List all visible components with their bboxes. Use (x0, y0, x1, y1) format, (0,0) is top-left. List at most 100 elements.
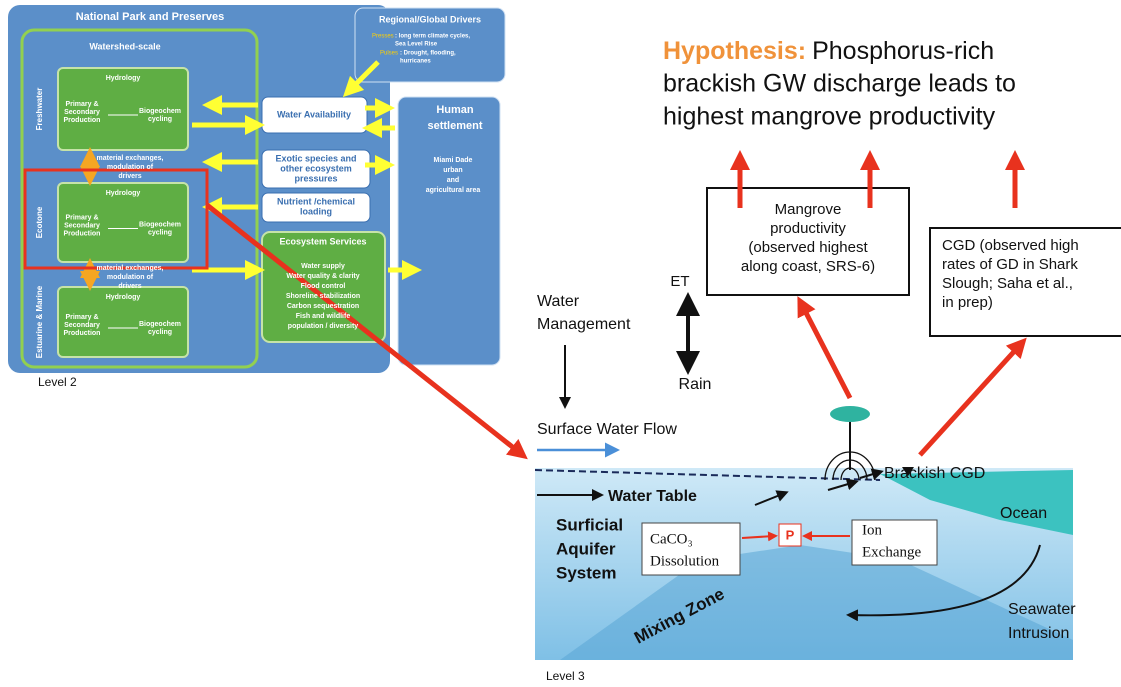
label: Freshwater (35, 88, 44, 131)
label: highest mangrove productivity (663, 103, 996, 131)
label: Carbon sequestration (287, 303, 359, 310)
label: material exchanges, (97, 155, 164, 162)
flow-arrows (537, 345, 1041, 622)
drivers-panel (354, 7, 506, 83)
label: Biogeochem (139, 221, 181, 228)
label: Regional/Global Drivers (379, 14, 481, 24)
cgd-box (929, 227, 1121, 337)
pressure-box (261, 149, 371, 189)
label: Water Availability (277, 109, 351, 119)
label: CGD (observed high (942, 237, 1079, 254)
hypothesis-label: Hypothesis: (663, 37, 806, 65)
label: Ocean (1000, 505, 1047, 522)
label: settlement (427, 120, 482, 132)
label: material exchanges, (97, 265, 164, 272)
label: Production (64, 230, 101, 237)
human-panel (397, 96, 501, 366)
ocean (880, 470, 1073, 535)
label: ET (670, 273, 689, 290)
label: National Park and Preserves (76, 11, 225, 23)
label: Brackish CGD (884, 465, 985, 482)
label: Presses (372, 34, 394, 40)
label: Surface Water Flow (537, 421, 677, 438)
label: P (786, 527, 795, 542)
label: Ion (862, 522, 882, 538)
label: Secondary (64, 322, 100, 329)
ecotone-highlight (23, 168, 209, 270)
label: hurricanes (400, 59, 431, 65)
label: modulation of (107, 274, 154, 281)
label: Sea Level Rise (395, 42, 438, 48)
label: Hydrology (106, 75, 141, 82)
caco3-box (641, 522, 741, 576)
pressure-box (261, 192, 371, 223)
label: urban (443, 167, 462, 174)
label: Flood control (301, 283, 346, 290)
p-arrows (741, 531, 850, 542)
label: Biogeochem (139, 321, 181, 328)
label: population / diversity (288, 323, 359, 330)
ecotone-box (57, 182, 189, 263)
label: Slough; Saha et al., (942, 275, 1073, 292)
p-box (778, 523, 802, 547)
label: Primary & (65, 101, 98, 108)
label: drivers (118, 283, 141, 290)
label: Water supply (301, 263, 345, 270)
label: Shoreline stabilization (286, 293, 360, 300)
tree-canopy (830, 406, 870, 422)
label: Estuarine & Marine (35, 285, 44, 358)
label: in prep) (942, 294, 993, 311)
marine-box (57, 286, 189, 358)
label: Ecosystem Services (279, 236, 366, 246)
label: Secondary (64, 222, 100, 229)
label: Pulses (380, 51, 398, 57)
zoom-arrow (205, 203, 528, 460)
label: Hydrology (106, 294, 141, 301)
label: and (447, 177, 459, 184)
label: Surficial (556, 515, 623, 534)
label: cycling (148, 229, 172, 236)
water-table-line (534, 469, 881, 481)
label: Biogeochem (139, 108, 181, 115)
label: Ecotone (35, 206, 44, 238)
label: Production (64, 117, 101, 124)
label: Watershed-scale (89, 41, 160, 51)
label: cycling (148, 329, 172, 336)
label: pressures (294, 173, 337, 183)
label: Seawater (1008, 601, 1076, 618)
label: Fish and wildlife (296, 313, 351, 320)
content (8, 5, 1121, 660)
label: Intrusion (1008, 625, 1069, 642)
freshwater-box (57, 67, 189, 151)
label: Water (537, 293, 580, 310)
ion-box (851, 519, 938, 566)
hypothesis: Hypothesis: Phosphorus-rich (663, 37, 994, 65)
label: Hydrology (106, 190, 141, 197)
label: Level 2 (38, 375, 77, 389)
label: brackish GW discharge leads to (663, 70, 1016, 98)
label: Rain (679, 376, 712, 393)
label: agricultural area (426, 187, 481, 194)
label: Human (436, 104, 474, 116)
label: Exchange (862, 544, 921, 560)
label: Production (64, 330, 101, 337)
label: Exotic species and (275, 153, 356, 163)
label: loading (300, 206, 332, 216)
label: productivity (770, 220, 846, 237)
label: Dissolution (650, 553, 720, 569)
label: (observed highest (748, 239, 868, 256)
label: Level 3 (546, 669, 585, 683)
label: Water quality & clarity (286, 273, 359, 280)
label: other ecosystem (280, 163, 352, 173)
hypothesis-line: Phosphorus-rich (812, 37, 994, 65)
label: System (556, 563, 616, 582)
label: Aquifer (556, 539, 616, 558)
label: Nutrient /chemical (277, 196, 355, 206)
label: drivers (118, 173, 141, 180)
label: rates of GD in Shark (942, 256, 1078, 273)
label: : long term climate cycles, (395, 34, 470, 40)
services-box (261, 231, 386, 343)
label: CaCO₃ (650, 531, 693, 547)
label: modulation of (107, 164, 154, 171)
